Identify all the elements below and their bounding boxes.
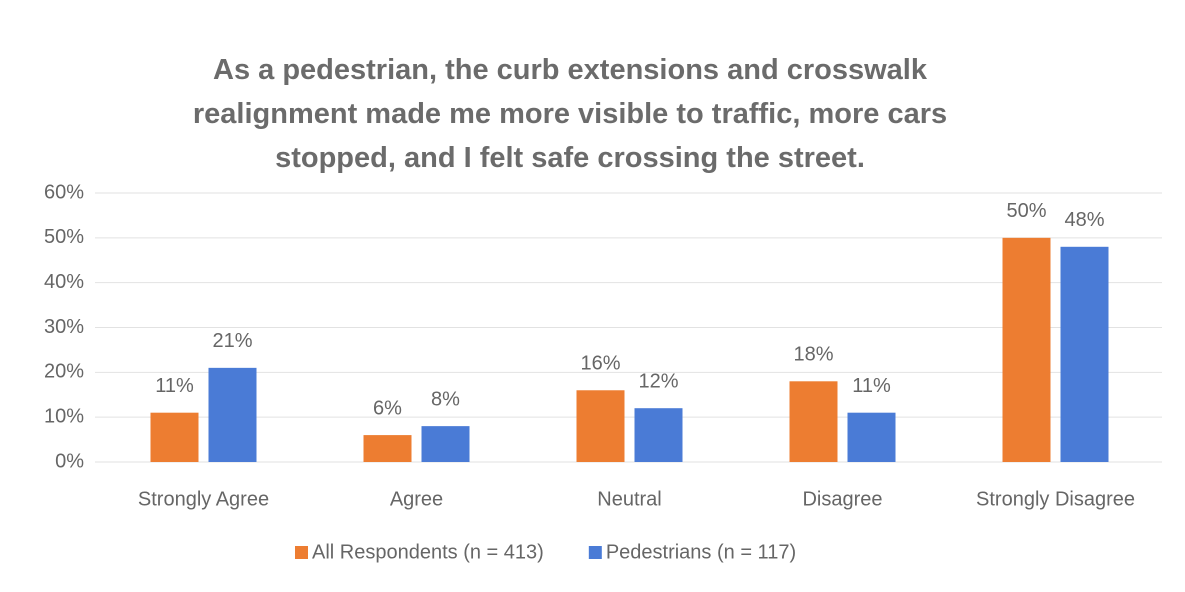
y-tick-label: 0%: [55, 450, 84, 472]
chart-title: As a pedestrian, the curb extensions and…: [192, 54, 948, 174]
data-label: 18%: [793, 344, 833, 366]
x-tick-label: Strongly Disagree: [976, 488, 1135, 510]
x-tick-label: Disagree: [802, 488, 882, 510]
data-label: 50%: [1006, 200, 1046, 222]
data-label: 21%: [212, 330, 252, 352]
y-tick-label: 40%: [44, 271, 84, 293]
bar: [576, 390, 625, 462]
bar: [421, 426, 470, 462]
y-tick-label: 10%: [44, 405, 84, 427]
data-label: 12%: [638, 370, 678, 392]
data-label: 11%: [155, 375, 194, 397]
y-tick-label: 60%: [44, 181, 84, 203]
x-tick-label: Neutral: [597, 488, 661, 510]
data-label: 48%: [1064, 209, 1104, 231]
y-tick-label: 50%: [44, 226, 84, 248]
data-label: 16%: [580, 353, 620, 375]
bar: [150, 412, 199, 462]
bar: [363, 435, 412, 462]
legend: All Respondents (n = 413) Pedestrians (n …: [295, 541, 796, 563]
y-tick-label: 20%: [44, 361, 84, 383]
data-label: 11%: [852, 375, 891, 397]
legend-swatch: [295, 546, 308, 559]
data-label: 8%: [431, 388, 460, 410]
legend-label: Pedestrians (n = 117): [606, 541, 796, 563]
bar: [208, 367, 257, 462]
legend-swatch: [588, 546, 602, 559]
bar: [847, 412, 896, 462]
data-label: 6%: [373, 397, 402, 419]
legend-label: All Respondents (n = 413): [312, 541, 544, 563]
y-tick-label: 30%: [44, 316, 84, 338]
x-tick-label: Agree: [390, 488, 443, 510]
bar: [634, 408, 683, 462]
bar: [789, 381, 838, 462]
x-tick-label: Strongly Agree: [138, 488, 269, 510]
bar: [1002, 237, 1051, 462]
bar: [1060, 246, 1109, 462]
